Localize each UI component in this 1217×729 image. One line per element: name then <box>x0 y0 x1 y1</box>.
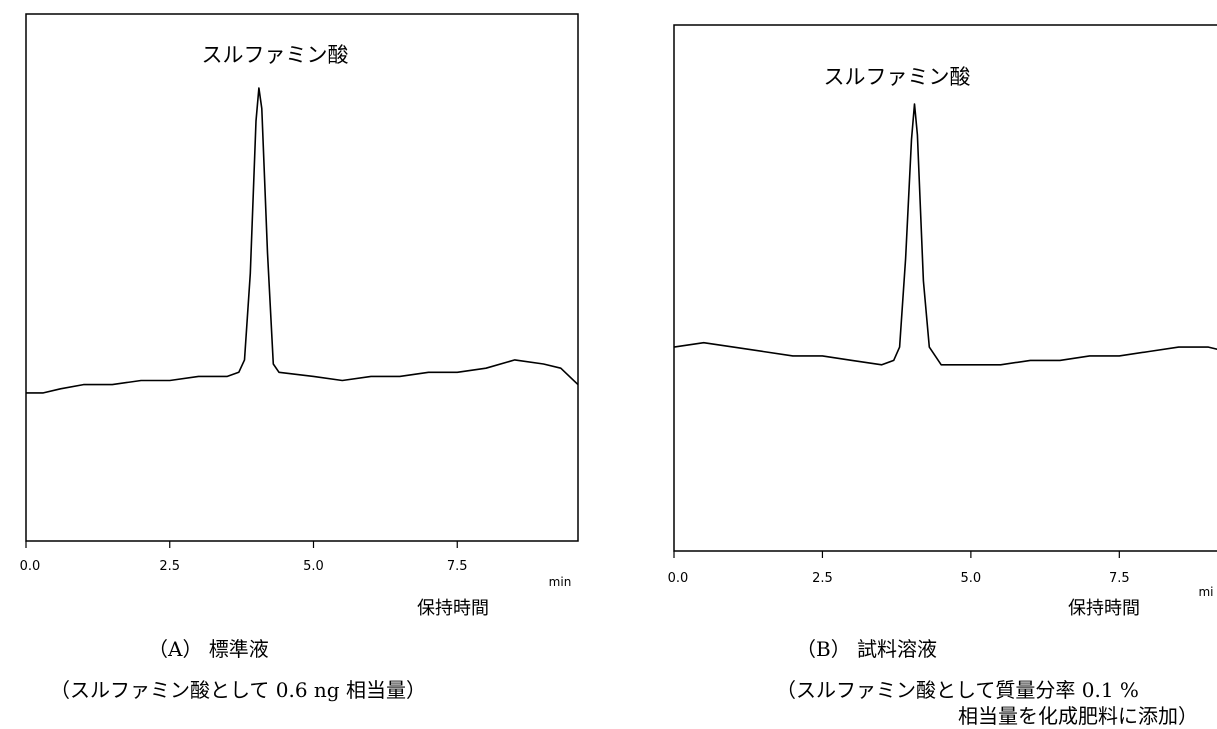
x-unit-label-a: min <box>549 575 572 589</box>
x-tick-label-a-3: 7.5 <box>447 559 468 574</box>
x-axis-label-b: 保持時間 <box>1068 598 1140 619</box>
x-tick-label-b-2: 5.0 <box>961 571 982 586</box>
x-tick-label-b-3: 7.5 <box>1109 571 1130 586</box>
x-axis-ticks-a: 0.0 2.5 5.0 7.5 <box>20 541 468 574</box>
caption-a: （A） 標準液 <box>148 637 269 661</box>
x-axis-label-a: 保持時間 <box>417 598 489 619</box>
x-tick-label-b-1: 2.5 <box>812 571 833 586</box>
caption-note-b: （スルファミン酸として質量分率 0.1 % <box>776 678 1139 702</box>
chromatogram-trace-b <box>673 103 1217 366</box>
peak-label-a: スルファミン酸 <box>202 43 349 67</box>
caption-note-a: （スルファミン酸として 0.6 ng 相当量） <box>50 678 426 702</box>
peak-label-b: スルファミン酸 <box>824 65 971 89</box>
x-tick-label-a-1: 2.5 <box>159 559 180 574</box>
x-axis-ticks-b: 0.0 2.5 5.0 7.5 <box>668 551 1130 586</box>
chromatogram-panel-a: スルファミン酸 0.0 2.5 5.0 7.5 min 保持時間 <box>20 13 579 619</box>
plot-frame-a <box>25 13 579 542</box>
x-tick-label-b-0: 0.0 <box>668 571 689 586</box>
x-tick-label-a-0: 0.0 <box>20 559 41 574</box>
caption-note-b-2: 相当量を化成肥料に添加） <box>958 704 1198 728</box>
plot-frame-b <box>673 24 1217 552</box>
x-unit-label-b: mi <box>1198 585 1213 599</box>
chromatogram-trace-a <box>26 87 579 394</box>
caption-b: （B） 試料溶液 <box>796 637 938 661</box>
x-tick-label-a-2: 5.0 <box>303 559 324 574</box>
chromatogram-panel-b: スルファミン酸 0.0 2.5 5.0 7.5 mi 保持時間 <box>668 24 1217 619</box>
